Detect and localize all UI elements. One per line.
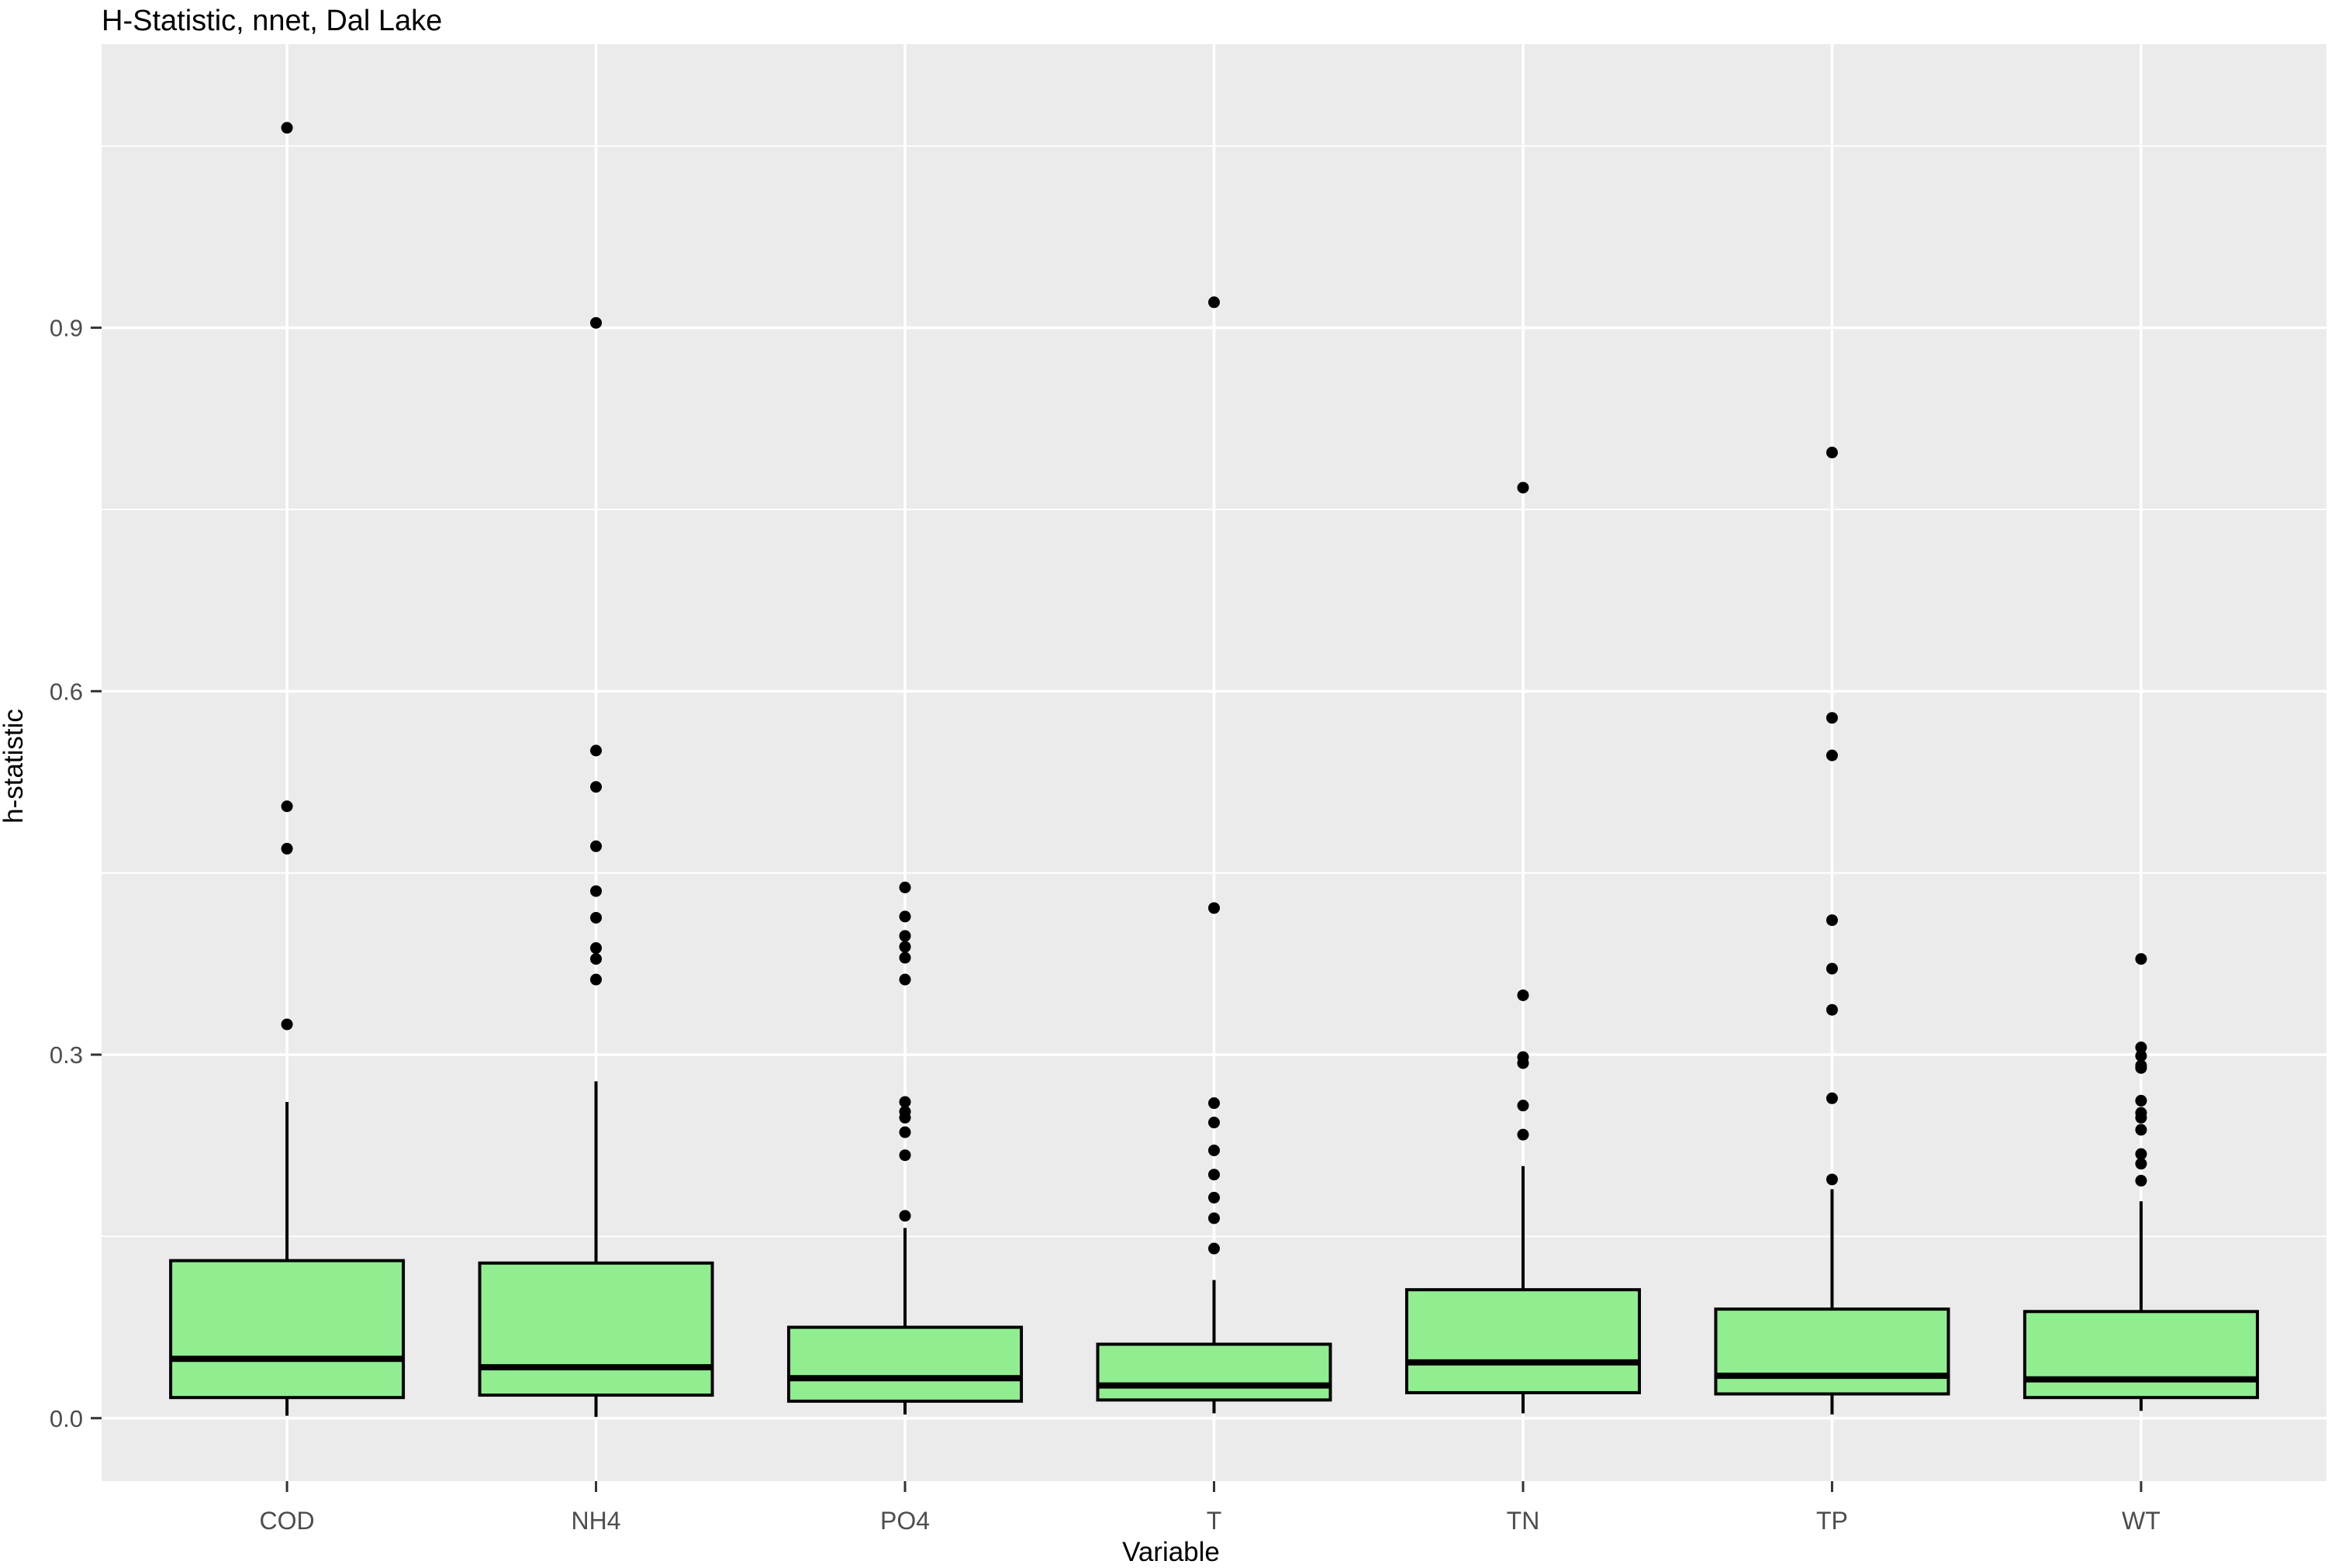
outlier-point: [2135, 953, 2147, 965]
x-tick-label: NH4: [572, 1507, 621, 1535]
outlier-point: [1826, 712, 1838, 724]
outlier-point: [1517, 1128, 1529, 1141]
outlier-point: [1208, 1097, 1220, 1110]
box-NH4: [478, 1261, 714, 1397]
outlier-point: [1826, 749, 1838, 762]
outlier-point: [899, 930, 911, 942]
outlier-point: [1208, 1242, 1220, 1255]
y-tick-label: 0.9: [50, 315, 83, 342]
outlier-point: [2135, 1059, 2147, 1072]
y-tick-label: 0.3: [50, 1041, 83, 1069]
outlier-point: [2135, 1094, 2147, 1107]
outlier-point: [281, 842, 293, 855]
box-TN: [1404, 1288, 1641, 1394]
outlier-point: [281, 800, 293, 813]
chart-title: H-Statistic, nnet, Dal Lake: [102, 5, 443, 37]
y-tick-label: 0.6: [50, 678, 83, 705]
x-tick-label: TP: [1816, 1507, 1848, 1535]
outlier-point: [1826, 914, 1838, 927]
outlier-point: [590, 973, 603, 986]
box-T: [1096, 1342, 1332, 1402]
outlier-point: [2135, 1124, 2147, 1136]
outlier-point: [2135, 1175, 2147, 1187]
outlier-point: [899, 973, 911, 986]
y-tick-label: 0.0: [50, 1405, 83, 1432]
outlier-point: [590, 744, 603, 757]
outlier-point: [1208, 1144, 1220, 1156]
outlier-point: [590, 885, 603, 897]
outlier-point: [281, 122, 293, 134]
x-tick-label: TN: [1507, 1507, 1540, 1535]
outlier-point: [1826, 1092, 1838, 1104]
outlier-point: [2135, 1050, 2147, 1062]
outlier-point: [1517, 989, 1529, 1001]
outlier-point: [1826, 962, 1838, 975]
outlier-point: [899, 881, 911, 893]
outlier-point: [590, 953, 603, 965]
outlier-point: [899, 1210, 911, 1222]
x-tick-label: PO4: [880, 1507, 930, 1535]
outlier-point: [1517, 482, 1529, 494]
outlier-point: [1517, 1051, 1529, 1063]
box-TP: [1714, 1307, 1950, 1396]
outlier-point: [1826, 1003, 1838, 1016]
x-tick-label: COD: [260, 1507, 315, 1535]
outlier-point: [1826, 447, 1838, 459]
x-tick-label: T: [1207, 1507, 1222, 1535]
outlier-point: [899, 1105, 911, 1117]
outlier-point: [1208, 1117, 1220, 1129]
outlier-point: [1208, 902, 1220, 914]
outlier-point: [1208, 296, 1220, 309]
outlier-point: [1517, 1100, 1529, 1112]
box-COD: [169, 1259, 406, 1400]
outlier-point: [590, 911, 603, 924]
x-tick-label: WT: [2122, 1507, 2161, 1535]
box-WT: [2022, 1310, 2259, 1400]
outlier-point: [590, 316, 603, 329]
outlier-point: [2135, 1148, 2147, 1160]
outlier-point: [1208, 1169, 1220, 1181]
outlier-point: [899, 941, 911, 953]
outlier-point: [1826, 1173, 1838, 1186]
outlier-point: [899, 910, 911, 923]
outlier-point: [899, 952, 911, 964]
outlier-point: [590, 781, 603, 793]
outlier-point: [899, 1096, 911, 1108]
outlier-point: [1208, 1212, 1220, 1224]
y-axis-title: h-statistic: [0, 709, 29, 824]
outlier-point: [899, 1149, 911, 1162]
outlier-point: [590, 840, 603, 852]
box-PO4: [787, 1325, 1024, 1403]
x-axis-title: Variable: [1122, 1537, 1220, 1567]
outlier-point: [590, 942, 603, 955]
outlier-point: [2135, 1158, 2147, 1170]
outlier-point: [2135, 1041, 2147, 1054]
outlier-point: [1208, 1191, 1220, 1204]
outlier-point: [281, 1018, 293, 1031]
outlier-point: [2135, 1107, 2147, 1119]
outlier-point: [899, 1126, 911, 1138]
